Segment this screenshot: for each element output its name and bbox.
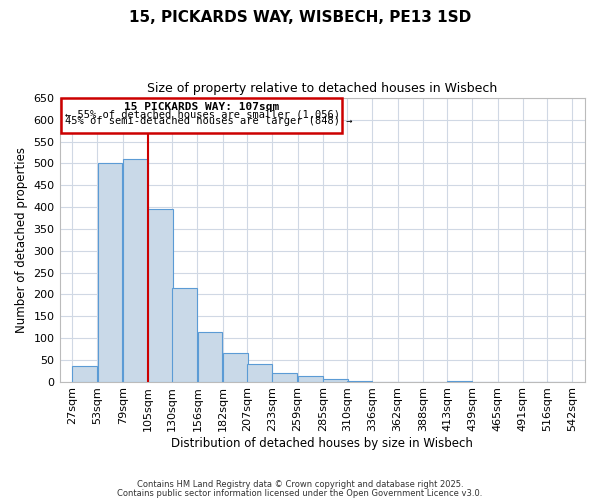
Text: 45% of semi-detached houses are larger (848) →: 45% of semi-detached houses are larger (… <box>65 116 353 126</box>
X-axis label: Distribution of detached houses by size in Wisbech: Distribution of detached houses by size … <box>172 437 473 450</box>
Text: 15, PICKARDS WAY, WISBECH, PE13 1SD: 15, PICKARDS WAY, WISBECH, PE13 1SD <box>129 10 471 25</box>
Text: ← 55% of detached houses are smaller (1,056): ← 55% of detached houses are smaller (1,… <box>65 110 340 120</box>
Bar <box>298 376 323 382</box>
Title: Size of property relative to detached houses in Wisbech: Size of property relative to detached ho… <box>147 82 497 96</box>
Bar <box>148 210 173 382</box>
FancyBboxPatch shape <box>61 98 342 133</box>
Bar <box>272 373 297 382</box>
Bar <box>98 164 122 382</box>
Y-axis label: Number of detached properties: Number of detached properties <box>15 147 28 333</box>
Text: 15 PICKARDS WAY: 107sqm: 15 PICKARDS WAY: 107sqm <box>124 102 280 112</box>
Bar <box>223 353 248 382</box>
Text: Contains public sector information licensed under the Open Government Licence v3: Contains public sector information licen… <box>118 488 482 498</box>
Bar <box>73 366 97 382</box>
Bar <box>123 159 148 382</box>
Bar <box>198 332 223 382</box>
Bar <box>172 288 197 382</box>
Bar <box>323 380 348 382</box>
Text: Contains HM Land Registry data © Crown copyright and database right 2025.: Contains HM Land Registry data © Crown c… <box>137 480 463 489</box>
Bar <box>247 364 272 382</box>
